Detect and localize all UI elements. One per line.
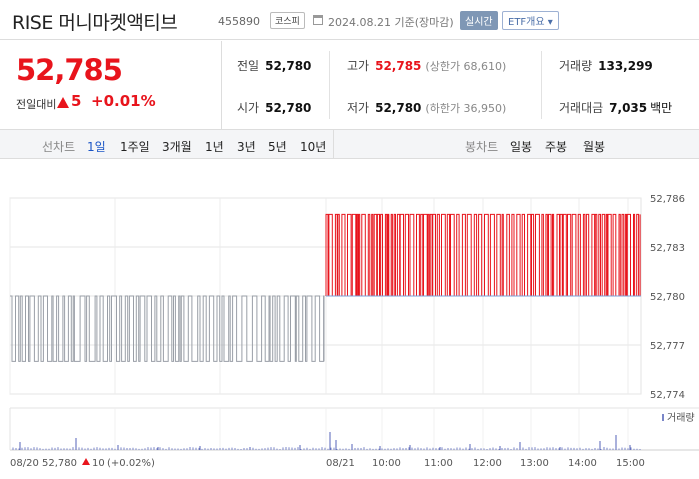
series-08-20-line — [10, 295, 325, 362]
stat-open: 시가 52,780 — [237, 101, 312, 115]
stat-prev-close: 전일 52,780 — [237, 59, 312, 73]
y-tick-label: 52,774 — [650, 390, 685, 401]
change-label: 전일대비 — [16, 98, 57, 111]
stock-code: 455890 — [218, 15, 260, 28]
stat-low: 저가 52,780 (하한가 36,950) — [347, 101, 507, 115]
calendar-icon — [313, 15, 323, 25]
candle-weekly[interactable]: 주봉 — [545, 140, 568, 154]
etf-overview-label: ETF개요 — [508, 17, 545, 28]
line-chart-label: 선차트 — [42, 140, 76, 154]
period-3m[interactable]: 3개월 — [162, 140, 192, 154]
period-5y[interactable]: 5년 — [268, 140, 287, 154]
realtime-button[interactable]: 실시간 — [460, 11, 498, 30]
period-1d[interactable]: 1일 — [87, 140, 106, 154]
prev-day-change-pct: (+0.02%) — [107, 458, 155, 469]
period-1y[interactable]: 1년 — [205, 140, 224, 154]
y-tick-label: 52,786 — [650, 194, 685, 205]
x-tick-label: 12:00 — [473, 458, 502, 469]
base-date: 2024.08.21 기준(장마감) — [328, 16, 454, 29]
prev-day-change: 10 — [92, 458, 105, 469]
x-tick-label: 14:00 — [568, 458, 597, 469]
volume-legend-label: 거래량 — [667, 412, 695, 424]
x-tick-label: 08/20 — [10, 458, 39, 469]
x-tick-label: 10:00 — [372, 458, 401, 469]
chevron-down-icon: ▾ — [547, 17, 553, 28]
y-tick-label: 52,780 — [650, 292, 685, 303]
stock-name: RISE 머니마켓액티브 — [12, 12, 178, 34]
price-chart[interactable]: 52,786 52,783 52,780 52,777 52,774 거래량 08/20 08… — [0, 160, 699, 479]
stat-amount: 거래대금 7,035 백만 — [559, 101, 673, 115]
candle-chart-label: 봉차트 — [465, 140, 499, 154]
price-stats: 전일 52,780 고가 52,785 (상한가 68,610) 거래량 133,299… — [223, 41, 699, 129]
up-arrow-icon — [57, 97, 69, 108]
current-price: 52,785 — [16, 53, 123, 87]
stat-volume: 거래량 133,299 — [559, 59, 653, 73]
stock-header: RISE 머니마켓액티브 455890 코스피 2024.08.21 기준(장마… — [0, 0, 699, 40]
volume-legend-swatch — [662, 414, 664, 421]
candle-daily[interactable]: 일봉 — [510, 140, 533, 154]
x-tick-label: 11:00 — [424, 458, 453, 469]
period-1w[interactable]: 1주일 — [120, 140, 150, 154]
y-tick-label: 52,783 — [650, 243, 685, 254]
current-price-panel: 52,785 전일대비 5 +0.01% — [0, 41, 222, 129]
price-change: 5 — [71, 92, 82, 110]
up-arrow-icon — [82, 458, 90, 465]
market-badge: 코스피 — [270, 12, 305, 29]
x-tick-label: 13:00 — [520, 458, 549, 469]
price-chart-svg: 52,786 52,783 52,780 52,777 52,774 거래량 08/20 08… — [9, 194, 699, 469]
x-tick-label: 08/21 — [326, 458, 355, 469]
candle-monthly[interactable]: 월봉 — [583, 140, 606, 154]
price-change-pct: +0.01% — [91, 92, 156, 110]
period-3y[interactable]: 3년 — [237, 140, 256, 154]
y-tick-label: 52,777 — [650, 341, 685, 352]
x-tick-label: 15:00 — [616, 458, 645, 469]
stat-high: 고가 52,785 (상한가 68,610) — [347, 59, 507, 73]
chart-period-bar: 선차트 1일 1주일 3개월 1년 3년 5년 10년 봉차트 일봉 주봉 월봉 — [0, 129, 699, 159]
period-10y[interactable]: 10년 — [300, 140, 327, 154]
etf-overview-dropdown[interactable]: ETF개요 ▾ — [502, 11, 559, 30]
prev-day-close: 52,780 — [42, 458, 77, 469]
